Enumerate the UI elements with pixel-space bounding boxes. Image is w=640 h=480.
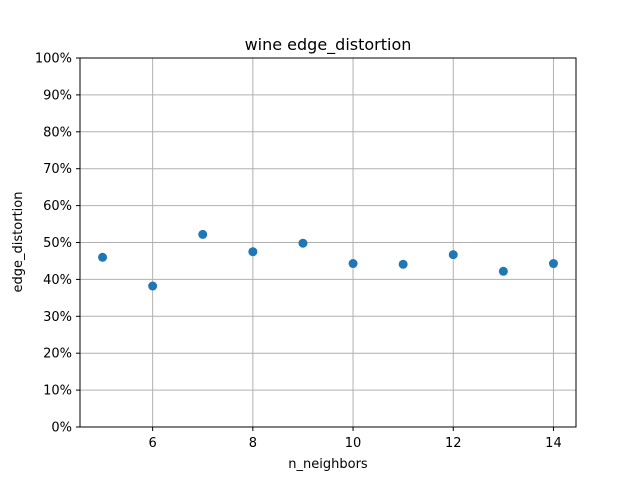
scatter-point — [148, 281, 158, 291]
scatter-point — [98, 252, 108, 262]
y-tick-label: 80% — [43, 125, 72, 140]
y-tick-label: 10% — [43, 384, 72, 399]
plot-frame — [79, 57, 577, 428]
y-tick-label: 50% — [43, 236, 72, 251]
point-layer — [98, 229, 558, 291]
scatter-point — [448, 250, 458, 260]
y-tick-label: 40% — [43, 273, 72, 288]
scatter-point — [498, 266, 508, 276]
scatter-point — [198, 229, 208, 239]
scatter-point — [248, 247, 258, 257]
y-tick-label: 60% — [43, 199, 72, 214]
x-axis-label: n_neighbors — [288, 457, 368, 472]
y-tick-label: 90% — [43, 88, 72, 103]
scatter-point — [348, 259, 358, 269]
y-axis-label: edge_distortion — [11, 192, 26, 293]
chart-title: wine edge_distortion — [245, 35, 412, 55]
y-tick-label: 30% — [43, 310, 72, 325]
y-tick-label: 100% — [35, 52, 72, 67]
scatter-point — [398, 259, 408, 269]
grid-layer — [80, 57, 576, 428]
x-tick-label: 6 — [149, 436, 157, 451]
scatter-point — [298, 238, 308, 248]
y-tick-label: 70% — [43, 162, 72, 177]
tick-layer: 6 8 10 12 14 0% 10% 20% 30% 40% 50% 60% 70% 80% 90% 100… — [35, 52, 562, 452]
y-tick-label: 0% — [51, 421, 72, 436]
scatter-point — [548, 259, 558, 269]
x-tick-label: 8 — [249, 436, 257, 451]
x-tick-label: 10 — [345, 436, 362, 451]
x-tick-label: 12 — [445, 436, 462, 451]
y-tick-label: 20% — [43, 347, 72, 362]
x-tick-label: 14 — [545, 436, 562, 451]
